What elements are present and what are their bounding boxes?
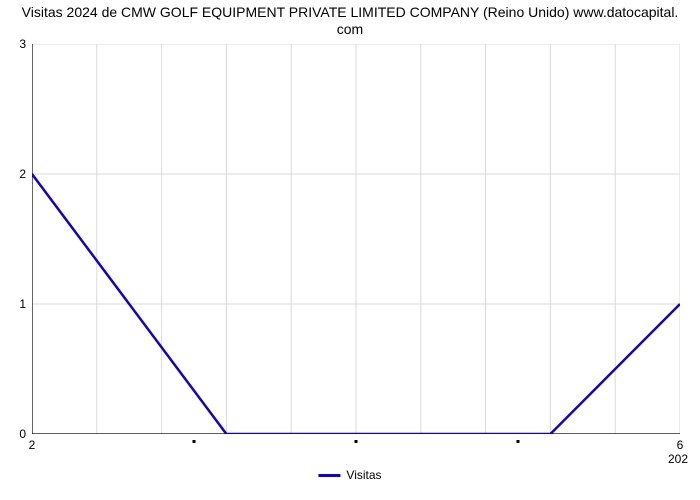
plot-svg <box>32 44 680 434</box>
line-chart: Visitas 2024 de CMW GOLF EQUIPMENT PRIVA… <box>0 0 700 500</box>
x-tick-label: 6 <box>677 438 684 452</box>
legend-swatch <box>318 474 340 477</box>
y-tick-label: 1 <box>19 297 26 311</box>
legend-label: Visitas <box>346 468 381 482</box>
y-tick-label: 3 <box>19 37 26 51</box>
chart-title: Visitas 2024 de CMW GOLF EQUIPMENT PRIVA… <box>0 4 700 38</box>
chart-title-line1: Visitas 2024 de CMW GOLF EQUIPMENT PRIVA… <box>22 4 679 20</box>
y-tick-label: 0 <box>19 427 26 441</box>
legend: Visitas <box>318 468 381 482</box>
x-tick-mark <box>517 440 520 443</box>
x-tick-label: 2 <box>29 438 36 452</box>
x-tick-mark <box>193 440 196 443</box>
corner-label-202: 202 <box>668 452 688 466</box>
x-tick-mark <box>355 440 358 443</box>
y-tick-label: 2 <box>19 167 26 181</box>
chart-title-line2: com <box>0 21 700 38</box>
plot-area: 012326 <box>32 44 680 434</box>
